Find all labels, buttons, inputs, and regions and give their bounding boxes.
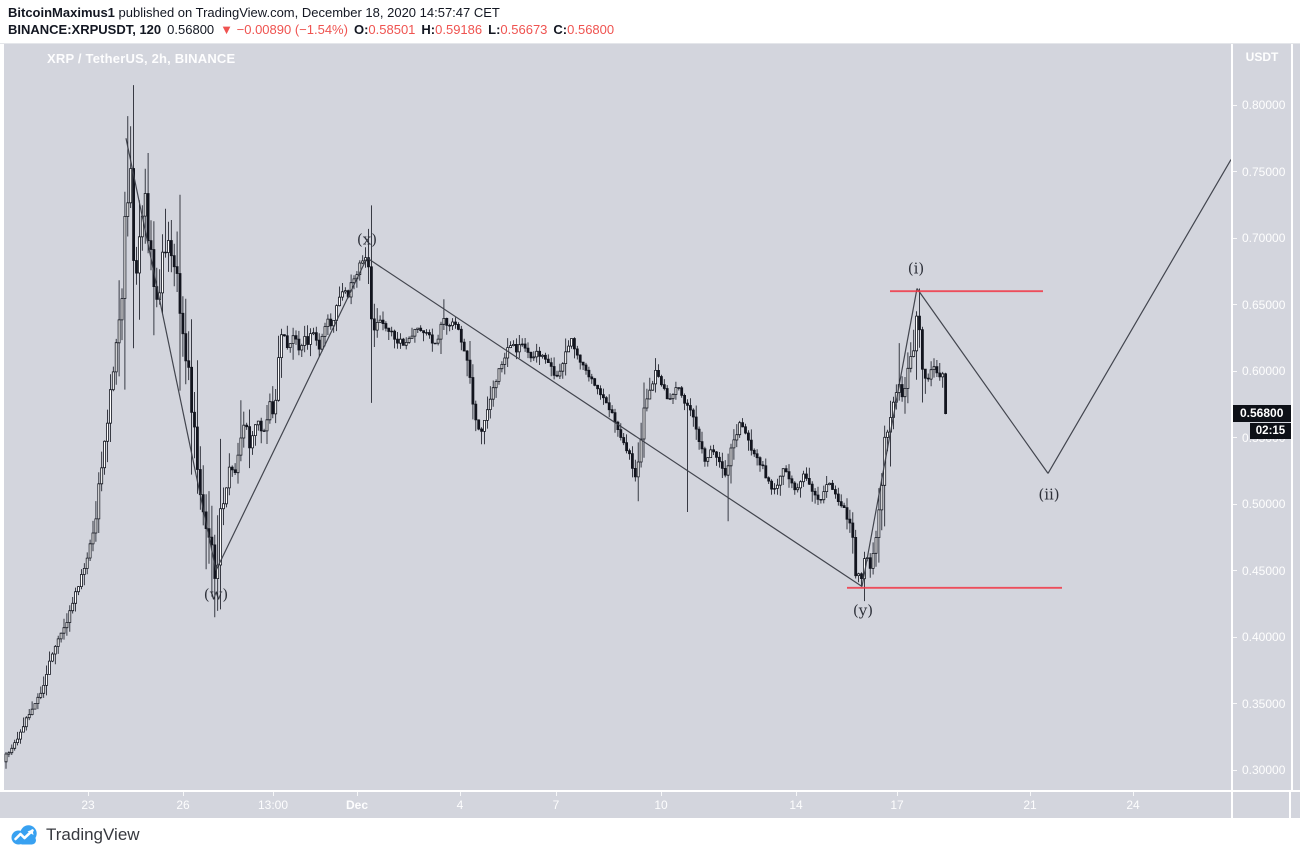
price-axis-tick [1233,570,1237,571]
wave-label-y[interactable]: (y) [853,601,873,619]
time-axis-tick [1030,792,1031,796]
author-name: BitcoinMaximus1 [8,5,115,20]
high-label: H: [421,22,436,37]
time-axis-label-17: 17 [890,798,904,812]
time-axis-tick [1133,792,1134,796]
price-axis-label: 0.35000 [1242,696,1286,711]
time-axis-label-Dec: Dec [345,798,369,812]
price-axis-currency: USDT [1245,50,1279,64]
time-axis-tick [460,792,461,796]
open-label: O: [353,22,369,37]
time-axis-label-10: 10 [654,798,668,812]
time-axis-label-4: 4 [456,798,464,812]
time-axis-label-24: 24 [1126,798,1140,812]
wave-trend-line-4[interactable] [861,288,918,587]
wave-label-x[interactable]: (x) [357,230,377,248]
price-axis-label: 0.75000 [1242,164,1286,179]
time-axis-tick [796,792,797,796]
snapshot-footer: TradingView [0,818,1300,852]
wave-label-i[interactable]: (i) [908,260,925,278]
wave-label-w[interactable]: (w) [204,585,229,603]
tradingview-logo-icon[interactable] [10,823,40,847]
publish-info: BitcoinMaximus1 published on TradingView… [8,5,500,20]
close-label: C: [553,22,568,37]
time-axis-tick [88,792,89,796]
pane-left-margin [0,44,4,790]
time-axis-corner-separator [1231,792,1233,820]
price-axis-label: 0.65000 [1242,297,1286,312]
last-price: 0.56800 [167,22,215,37]
wave-trend-line-6[interactable] [1047,159,1231,474]
current-price-badge: 0.56800 [1233,405,1291,423]
price-change: ▼ −0.00890 (−1.54%) [220,22,348,37]
wave-trend-line-3[interactable] [366,257,863,587]
price-axis-tick [1233,769,1237,771]
price-axis-tick [1233,304,1237,305]
open-value: 0.58501 [368,22,416,37]
price-axis-label: 0.50000 [1242,497,1286,511]
price-axis-label: 0.30000 [1242,763,1286,777]
tradingview-brand-text[interactable]: TradingView [46,825,140,844]
time-axis-tick [357,792,358,796]
price-axis-tick [1233,503,1237,505]
price-axis-tick [1233,437,1237,438]
price-axis[interactable]: USDT 0.80000 0.75000 0.70000 0.65000 0.60000… [1231,44,1300,818]
time-axis[interactable]: 23 26 13:00 Dec 4 7 10 14 17 21 24 [0,790,1300,820]
wave-label-ii[interactable]: (ii) [1038,486,1059,504]
time-axis-label-23: 23 [81,798,95,812]
price-axis-tick [1233,636,1237,638]
price-axis-tick [1233,237,1237,239]
symbol-interval: BINANCE:XRPUSDT, 120 [8,22,162,37]
time-axis-label-7: 7 [552,798,560,812]
high-value: 0.59186 [435,22,483,37]
time-axis-right-separator [1289,792,1291,820]
wave-trend-line-2[interactable] [215,257,368,571]
price-axis-tick [1233,171,1237,172]
bar-countdown-badge: 02:15 [1250,422,1291,439]
time-axis-tick [897,792,898,796]
time-axis-tick [183,792,184,796]
close-value: 0.56800 [567,22,615,37]
price-axis-tick [1233,703,1237,704]
symbol-quote-line: BINANCE:XRPUSDT, 120 0.56800 ▼ −0.00890 (−… [8,22,614,37]
time-axis-label-21: 21 [1023,798,1037,812]
price-axis-tick [1233,104,1237,106]
candlestick-chart: (w) (x) (y) (i) (ii) [0,44,1231,790]
published-text: published on TradingView.com, December 1… [114,5,500,20]
time-axis-tick [661,792,662,796]
time-axis-label-26: 26 [176,798,190,812]
time-axis-tick [556,792,557,796]
low-value: 0.56673 [500,22,548,37]
wave-trend-line-5[interactable] [916,288,1049,474]
chart-watermark-title: XRP / TetherUS, 2h, BINANCE [47,51,236,66]
price-axis-label: 0.45000 [1242,563,1286,578]
low-label: L: [488,22,501,37]
snapshot-header: BitcoinMaximus1 published on TradingView… [0,0,1300,44]
price-axis-label: 0.70000 [1242,231,1286,245]
wave-trend-line-1[interactable] [125,138,217,571]
price-axis-label: 0.40000 [1242,630,1286,644]
time-axis-tick [273,792,274,796]
chart-pane[interactable]: (w) (x) (y) (i) (ii) XRP / TetherUS, 2h, BIN… [0,44,1231,790]
price-axis-label: 0.60000 [1242,364,1286,378]
price-axis-label: 0.80000 [1242,98,1286,112]
candle-bodies-down [132,168,947,579]
time-axis-label-14: 14 [789,798,803,812]
price-axis-right-separator [1291,44,1293,818]
candle-bodies-up [4,168,945,763]
price-axis-tick [1233,370,1237,372]
time-axis-label-1300: 13:00 [257,798,289,812]
